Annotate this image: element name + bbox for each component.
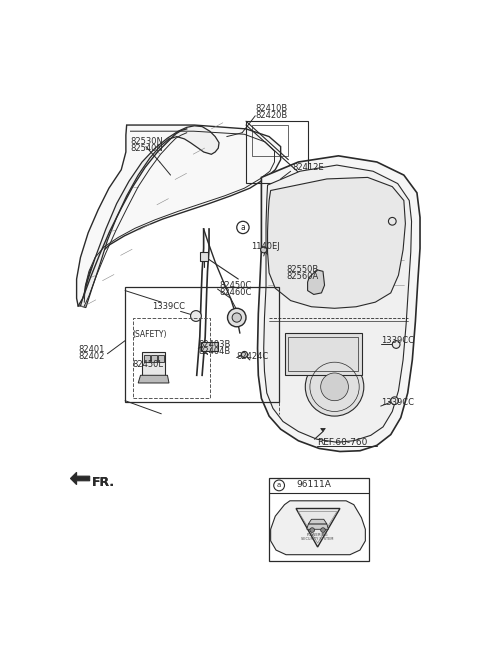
Text: 82410B: 82410B bbox=[255, 104, 288, 112]
Polygon shape bbox=[142, 352, 165, 379]
Text: 82404B: 82404B bbox=[198, 347, 230, 356]
Text: 82550B: 82550B bbox=[287, 265, 319, 275]
Text: 82450C: 82450C bbox=[219, 281, 252, 290]
Bar bbox=[269, 478, 369, 561]
Circle shape bbox=[321, 528, 325, 532]
Circle shape bbox=[274, 480, 285, 491]
Text: (SAFETY): (SAFETY) bbox=[133, 330, 168, 339]
Text: 82460C: 82460C bbox=[219, 288, 252, 296]
Circle shape bbox=[237, 221, 249, 234]
Text: FR.: FR. bbox=[92, 476, 115, 489]
Text: 82401: 82401 bbox=[78, 346, 105, 354]
Bar bbox=[151, 355, 156, 362]
Circle shape bbox=[191, 311, 201, 321]
Circle shape bbox=[321, 373, 348, 401]
Polygon shape bbox=[308, 270, 324, 294]
Text: 82420B: 82420B bbox=[255, 110, 288, 120]
Text: 1140EJ: 1140EJ bbox=[252, 242, 280, 251]
Polygon shape bbox=[271, 501, 365, 555]
Circle shape bbox=[261, 246, 267, 253]
Text: 82540N: 82540N bbox=[131, 145, 163, 154]
Polygon shape bbox=[307, 524, 328, 530]
Circle shape bbox=[310, 528, 314, 532]
Text: 1339CC: 1339CC bbox=[381, 397, 414, 407]
Bar bbox=[200, 252, 207, 261]
Bar bbox=[125, 286, 279, 402]
Polygon shape bbox=[296, 509, 340, 547]
Polygon shape bbox=[77, 125, 281, 306]
Circle shape bbox=[392, 340, 400, 348]
Text: 82560A: 82560A bbox=[287, 272, 319, 281]
Polygon shape bbox=[264, 165, 411, 442]
Text: 82530N: 82530N bbox=[131, 137, 163, 147]
Circle shape bbox=[388, 217, 396, 225]
Polygon shape bbox=[321, 428, 325, 432]
Text: 96111A: 96111A bbox=[296, 480, 331, 489]
Text: FR.: FR. bbox=[92, 476, 115, 489]
Bar bbox=[144, 355, 150, 362]
Text: POWERING: POWERING bbox=[307, 533, 328, 537]
Polygon shape bbox=[308, 519, 327, 524]
Circle shape bbox=[391, 397, 398, 405]
Text: REF.60-760: REF.60-760 bbox=[317, 438, 367, 447]
Polygon shape bbox=[258, 156, 420, 451]
Text: 82424C: 82424C bbox=[237, 351, 269, 361]
Circle shape bbox=[241, 351, 248, 357]
Circle shape bbox=[228, 308, 246, 327]
Text: SECURITY SYSTEM: SECURITY SYSTEM bbox=[301, 537, 334, 541]
Polygon shape bbox=[81, 125, 219, 307]
Bar bbox=[201, 342, 218, 351]
Bar bbox=[158, 355, 164, 362]
Bar bbox=[285, 333, 361, 375]
Text: a: a bbox=[277, 482, 281, 488]
Text: 82403B: 82403B bbox=[198, 340, 230, 349]
Circle shape bbox=[305, 357, 364, 416]
Bar bbox=[246, 121, 308, 183]
Text: 1339CC: 1339CC bbox=[381, 336, 414, 345]
Polygon shape bbox=[267, 177, 406, 308]
Polygon shape bbox=[138, 375, 169, 383]
Circle shape bbox=[232, 313, 241, 322]
Text: 82450L: 82450L bbox=[133, 360, 164, 369]
Bar bbox=[133, 317, 210, 398]
Text: 82402: 82402 bbox=[78, 352, 105, 361]
Text: a: a bbox=[240, 223, 245, 232]
Polygon shape bbox=[71, 472, 90, 485]
Text: 82412E: 82412E bbox=[292, 163, 324, 172]
Text: 1339CC: 1339CC bbox=[152, 302, 185, 311]
Bar bbox=[288, 337, 358, 371]
